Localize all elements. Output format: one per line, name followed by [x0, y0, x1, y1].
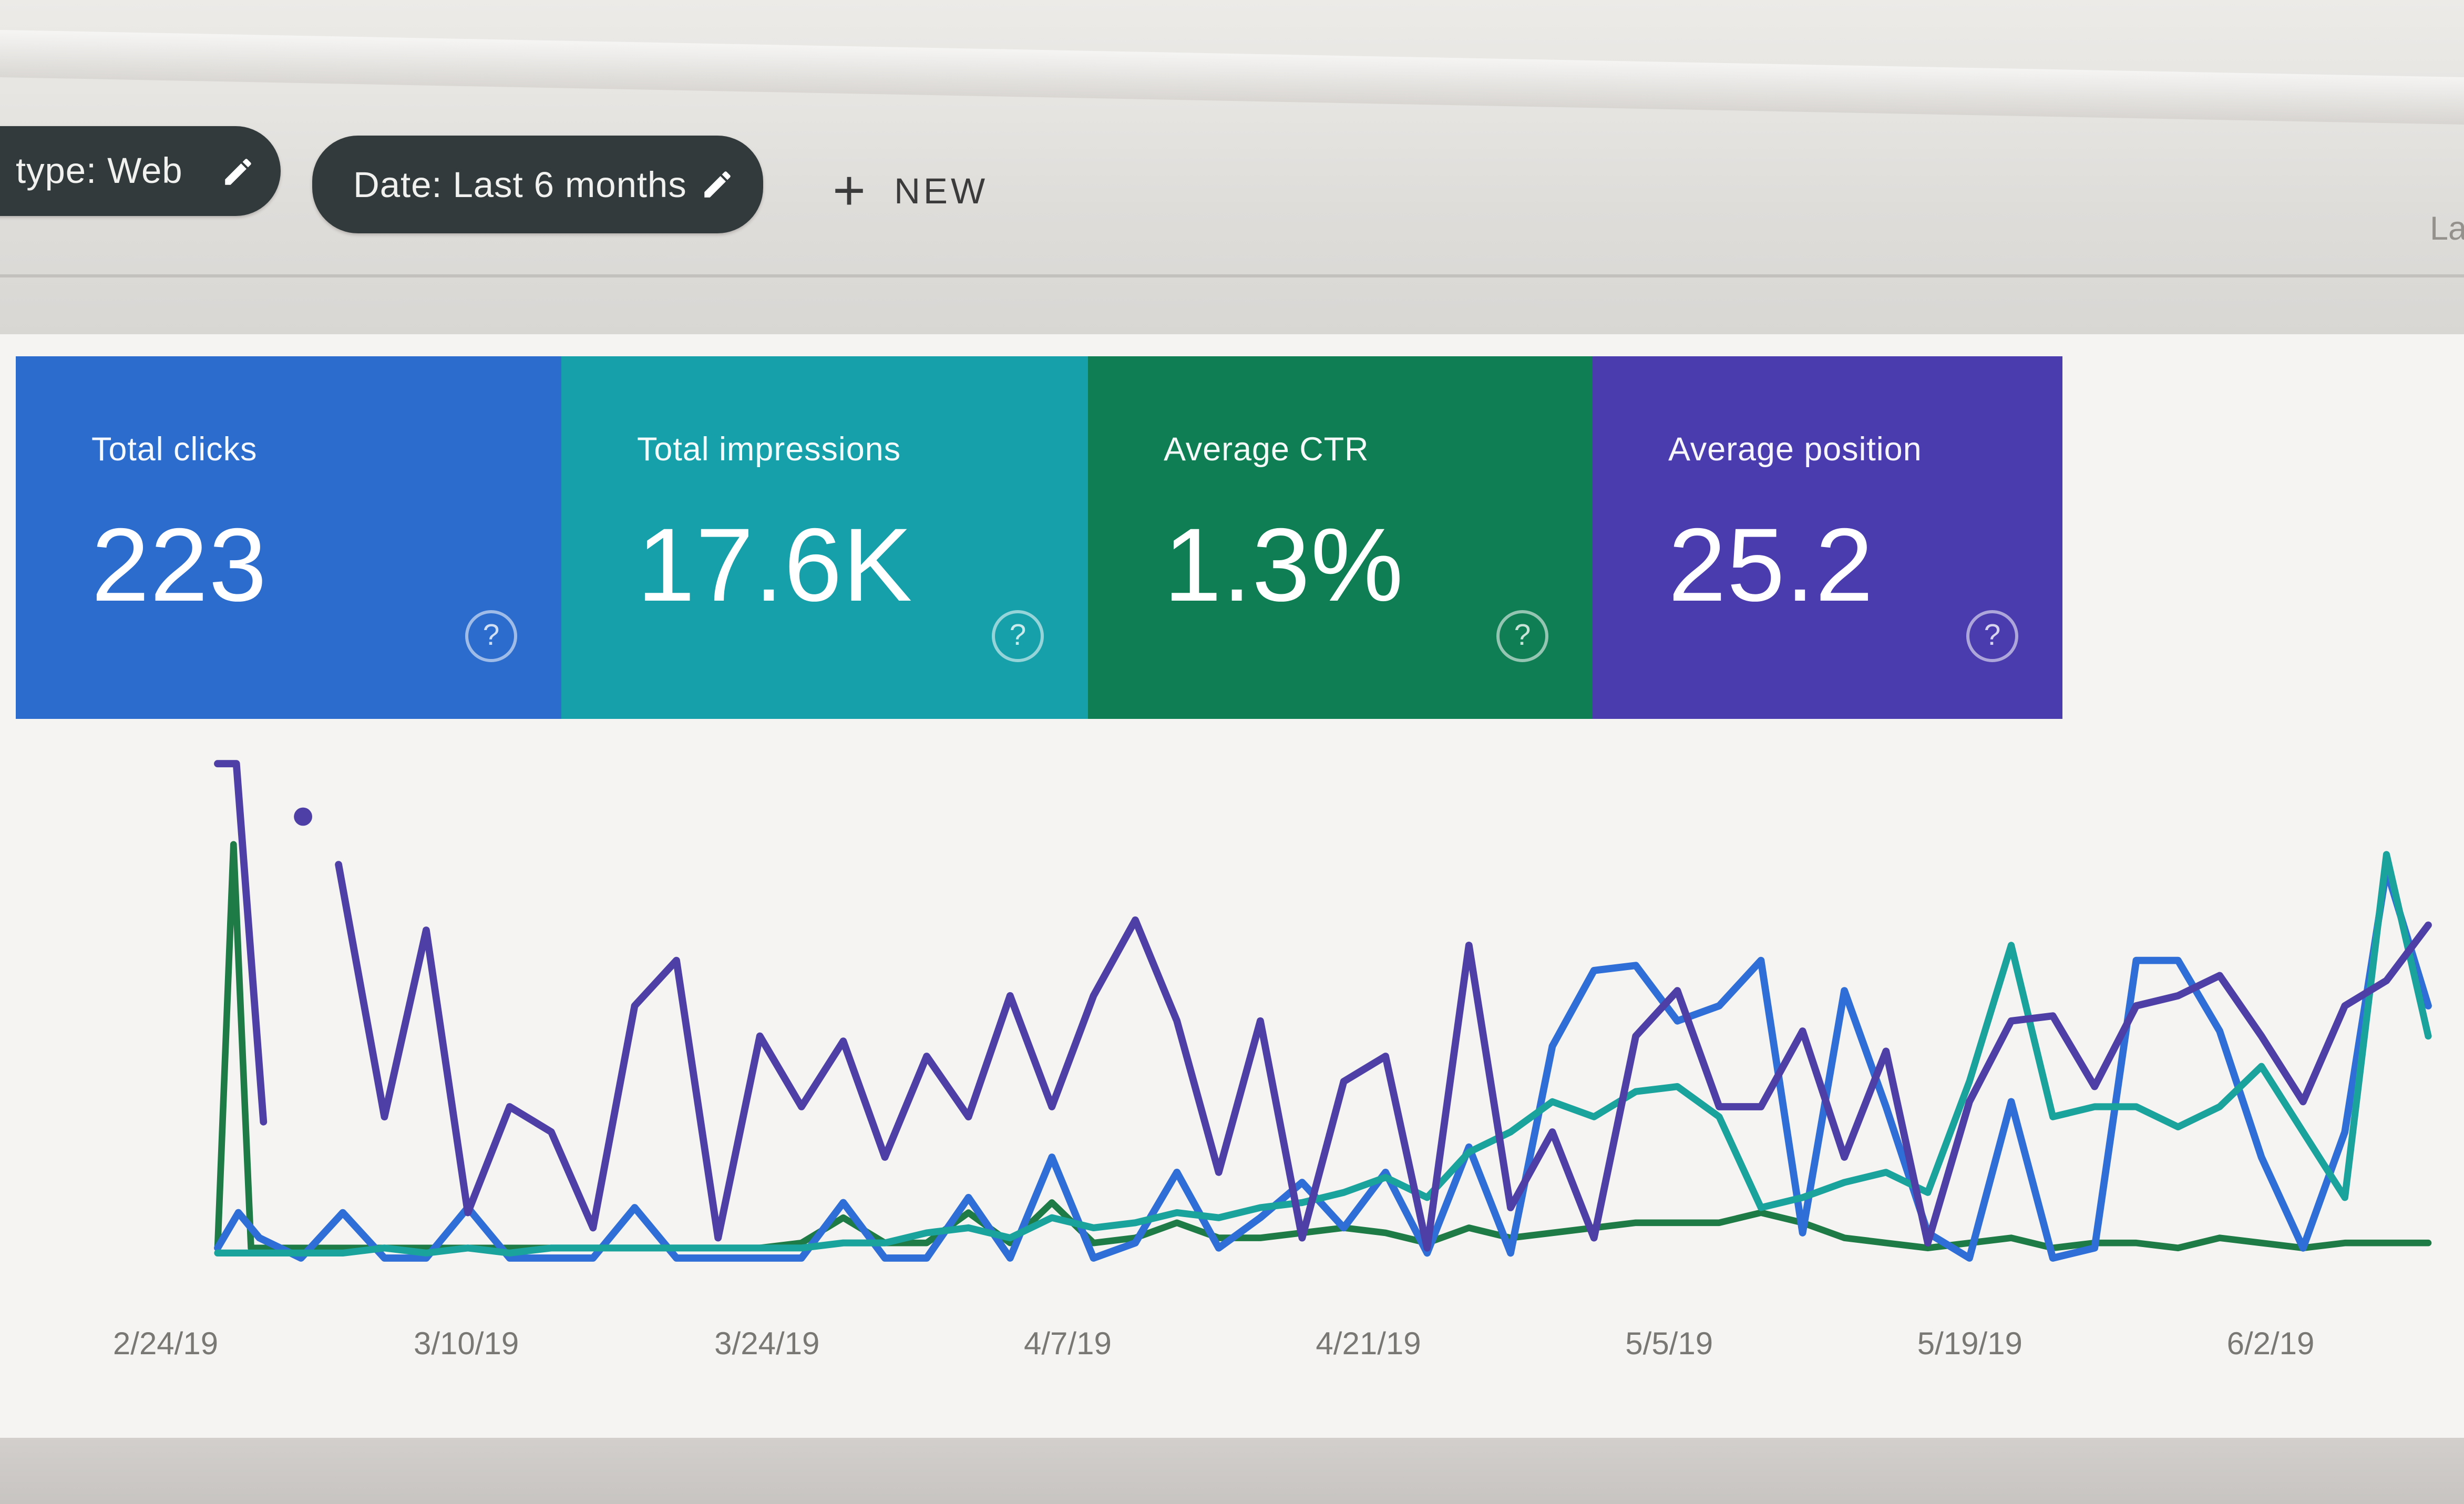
metric-card-label: Average position [1668, 432, 1922, 468]
x-axis-label: 3/10/19 [414, 1327, 519, 1362]
x-axis-label: 4/7/19 [1024, 1327, 1112, 1362]
metric-card-value: 1.3% [1164, 506, 1404, 623]
date-chip-label: Date: Last 6 months [353, 163, 687, 204]
x-axis-label: 4/21/19 [1316, 1327, 1421, 1362]
pencil-icon [700, 167, 735, 202]
help-icon[interactable]: ? [1966, 610, 2018, 662]
monitor-glare [0, 29, 2464, 126]
header-bar: type: Web Date: Last 6 months + NEW La [0, 0, 2464, 334]
new-button-label: NEW [894, 169, 989, 211]
series-impressions-line [214, 851, 2432, 1256]
x-axis-label: 3/24/19 [714, 1327, 820, 1362]
plus-icon: + [833, 158, 866, 222]
clipped-status-text: La [2430, 211, 2464, 248]
metric-card-total-clicks[interactable]: Total clicks 223 ? [16, 356, 561, 719]
series-clicks-line [214, 866, 2432, 1262]
metric-card-average-ctr[interactable]: Average CTR 1.3% ? [1088, 356, 1593, 719]
series-position-line [335, 861, 2432, 1252]
page-bottom-background [0, 1438, 2464, 1504]
performance-panel: Total clicks 223 ? Total impressions 17.… [0, 334, 2464, 1438]
metric-card-value: 25.2 [1668, 506, 1874, 623]
x-axis: 2/24/19 3/10/19 3/24/19 4/7/19 4/21/19 5/5/19… [0, 1327, 2464, 1375]
help-icon[interactable]: ? [465, 610, 517, 662]
pencil-icon [221, 154, 255, 189]
x-axis-label: 6/2/19 [2226, 1327, 2315, 1362]
metric-card-label: Average CTR [1164, 432, 1369, 468]
metric-card-label: Total impressions [637, 432, 901, 468]
search-type-filter-chip[interactable]: type: Web [0, 126, 281, 216]
metric-card-value: 223 [91, 506, 268, 623]
help-icon[interactable]: ? [992, 610, 1044, 662]
search-type-chip-label: type: Web [16, 150, 183, 191]
performance-chart[interactable] [214, 754, 2432, 1280]
x-axis-label: 5/5/19 [1625, 1327, 1713, 1362]
series-ctr-line [214, 841, 2432, 1252]
metric-card-label: Total clicks [91, 432, 258, 468]
x-axis-label: 5/19/19 [1917, 1327, 2022, 1362]
metric-card-value: 17.6K [637, 506, 913, 623]
date-filter-chip[interactable]: Date: Last 6 months [312, 136, 763, 233]
metric-cards-row: Total clicks 223 ? Total impressions 17.… [16, 356, 2062, 719]
series-position-line [214, 760, 268, 1126]
new-filter-button[interactable]: + NEW [833, 151, 988, 230]
help-icon[interactable]: ? [1496, 610, 1548, 662]
x-axis-label: 2/24/19 [112, 1327, 219, 1362]
metric-card-average-position[interactable]: Average position 25.2 ? [1593, 356, 2062, 719]
header-divider [0, 274, 2464, 277]
series-position-point [294, 807, 312, 826]
metric-card-total-impressions[interactable]: Total impressions 17.6K ? [561, 356, 1088, 719]
